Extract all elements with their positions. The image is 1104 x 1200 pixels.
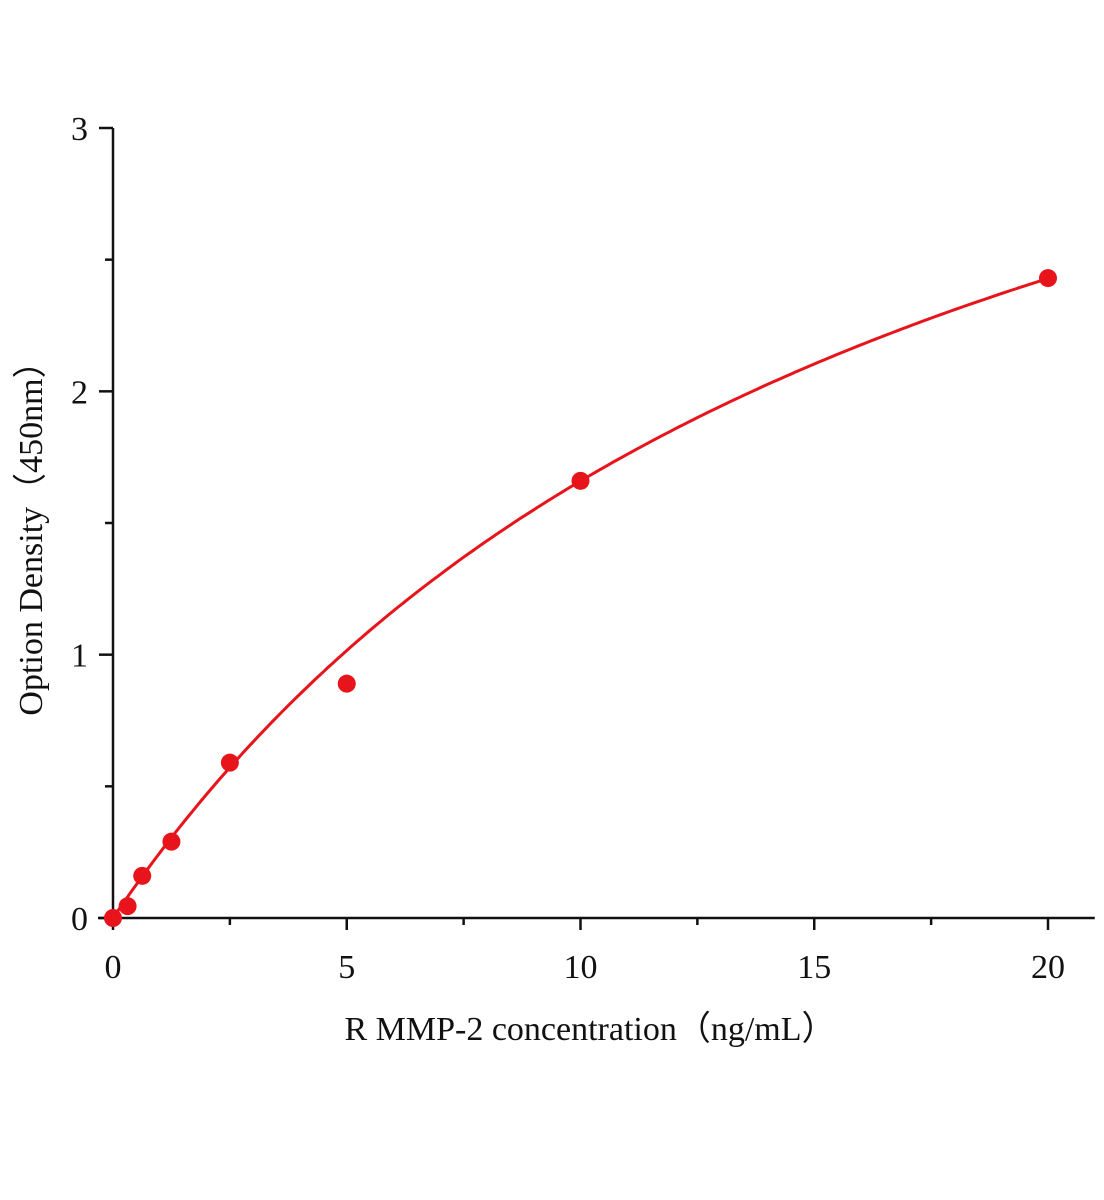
data-point [220, 753, 239, 772]
data-point [337, 674, 356, 693]
x-tick-label: 15 [797, 949, 831, 986]
y-tick-label: 0 [71, 901, 88, 938]
y-tick-label: 1 [71, 638, 88, 675]
data-point [133, 866, 152, 885]
x-tick-label: 10 [564, 949, 598, 986]
fit-curve [111, 276, 1049, 919]
x-tick-label: 0 [105, 949, 122, 986]
x-axis-label: R MMP-2 concentration（ng/mL） [344, 1010, 835, 1048]
data-point [162, 832, 181, 851]
x-tick-label: 20 [1031, 949, 1065, 986]
x-tick-label: 5 [338, 949, 355, 986]
data-point [118, 897, 137, 916]
y-tick-label: 2 [71, 374, 88, 411]
data-point [1039, 269, 1057, 288]
y-tick-label: 3 [71, 111, 88, 148]
ticks: 0 5 10 15 20 0 1 2 3 [71, 111, 1065, 986]
data-point [571, 471, 590, 490]
axes [98, 128, 1095, 920]
data-points [104, 269, 1057, 927]
data-point [104, 909, 122, 927]
y-axis-label: Option Density（450nm） [12, 344, 50, 715]
fit-curve-group [111, 276, 1049, 919]
